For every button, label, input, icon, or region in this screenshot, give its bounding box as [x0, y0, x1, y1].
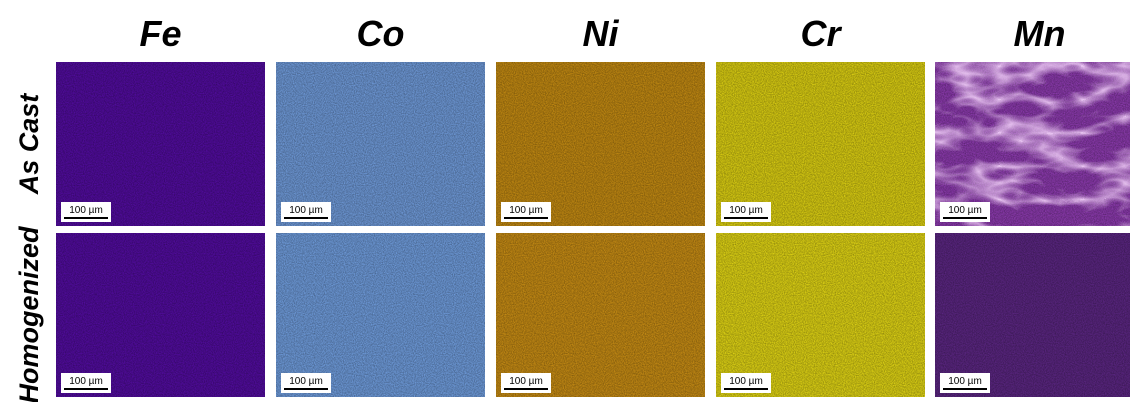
element-map: 100 µm — [276, 233, 485, 397]
element-map: 100 µm — [716, 62, 925, 226]
element-map: 100 µm — [496, 62, 705, 226]
scale-bar-label: 100 µm — [69, 205, 103, 216]
map-noise — [496, 233, 705, 397]
map-noise — [496, 62, 705, 226]
map-noise — [56, 62, 265, 226]
scale-bar-label: 100 µm — [729, 205, 763, 216]
element-map: 100 µm — [935, 62, 1130, 226]
element-map: 100 µm — [935, 233, 1130, 397]
map-noise — [716, 62, 925, 226]
scale-bar-label: 100 µm — [729, 376, 763, 387]
element-map: 100 µm — [496, 233, 705, 397]
element-map: 100 µm — [56, 233, 265, 397]
scale-bar-label: 100 µm — [69, 376, 103, 387]
figure: Fe Co Ni Cr Mn As Cast 100 µm 100 µm 100 µm 100 µ… — [0, 0, 1130, 402]
column-header: Cr — [800, 13, 842, 54]
row-label: As Cast — [14, 93, 44, 196]
map-noise — [716, 233, 925, 397]
column-header: Fe — [139, 13, 181, 54]
element-map: 100 µm — [276, 62, 485, 226]
map-noise — [56, 233, 265, 397]
map-noise — [935, 233, 1130, 397]
scale-bar-label: 100 µm — [509, 205, 543, 216]
scale-bar-label: 100 µm — [948, 376, 982, 387]
element-map: 100 µm — [56, 62, 265, 226]
column-header: Co — [357, 13, 405, 54]
map-noise — [276, 233, 485, 397]
map-noise — [276, 62, 485, 226]
element-map: 100 µm — [716, 233, 925, 397]
map-streaks — [935, 62, 1130, 226]
column-header: Ni — [583, 13, 620, 54]
scale-bar-label: 100 µm — [289, 376, 323, 387]
scale-bar-label: 100 µm — [289, 205, 323, 216]
scale-bar-label: 100 µm — [948, 205, 982, 216]
row-label: Homogenized — [14, 226, 44, 402]
scale-bar-label: 100 µm — [509, 376, 543, 387]
column-header: Mn — [1014, 13, 1066, 54]
